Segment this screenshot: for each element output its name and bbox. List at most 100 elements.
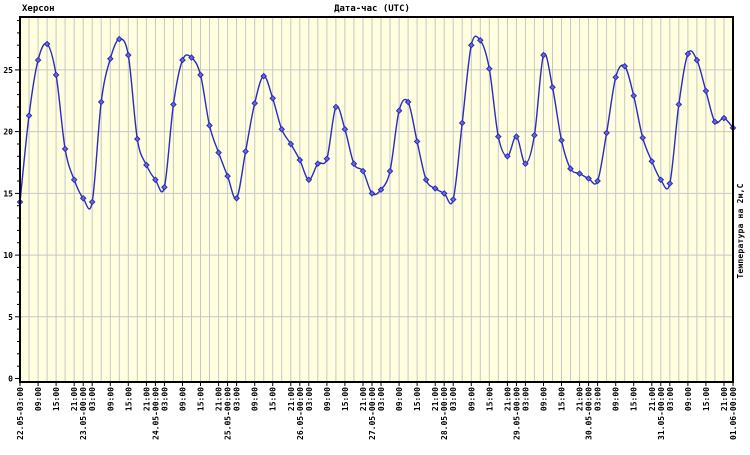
data-point-marker [332,103,340,111]
data-point-marker [440,190,448,197]
x-tick-label: 15:00 [702,387,711,411]
data-point-marker [314,160,322,168]
x-tick-label: 09:00 [179,387,188,411]
x-tick-label: 22.05-03:00 [16,387,25,440]
y-tick-label: 0 [8,375,13,384]
y-axis-title-right: Температура на 2м,C [736,183,745,278]
data-point-marker [70,176,78,184]
x-tick-label: 09:00 [251,387,260,411]
data-point-marker [251,99,259,107]
data-point-marker [413,138,421,145]
x-tick-label: 21:00 [648,387,657,411]
x-tick-label: 26.05-00:00 [296,387,305,440]
data-point-marker [711,118,719,126]
data-point-marker [513,133,520,140]
data-point-marker [422,176,430,184]
x-tick-label: 21:00 [70,387,79,411]
x-tick-label: 15:00 [558,387,567,411]
y-tick-label: 15 [3,189,13,198]
data-point-marker [458,119,466,127]
plot-background [20,17,733,382]
data-point-marker [278,125,286,133]
data-point-marker [233,194,240,202]
data-point-marker [648,157,656,165]
data-point-marker [494,133,502,140]
x-tick-label: 15:00 [197,387,206,411]
data-point-marker [395,107,403,115]
data-point-marker [377,186,385,194]
data-point-markers [16,35,737,206]
data-point-marker [133,135,141,143]
y-tick-label: 25 [3,66,13,75]
x-tick-label: 21:00 [431,387,440,411]
station-title: Херсон [22,4,55,14]
x-tick-label: 15:00 [341,387,350,411]
x-tick-label: 09:00 [323,387,332,411]
x-tick-label: 09:00 [467,387,476,411]
data-point-marker [449,196,457,203]
x-tick-label: 23.05-00:00 [79,387,88,440]
data-point-marker [675,101,683,108]
data-point-marker [603,129,610,137]
data-point-marker [197,71,204,79]
axis-tick-marks [15,20,734,386]
x-tick-label: 09:00 [612,387,621,411]
data-point-marker [639,134,647,142]
data-point-marker [576,170,583,177]
data-point-marker [341,125,349,133]
data-point-marker [702,87,710,95]
x-tick-label: 15:00 [630,387,639,411]
data-point-marker [43,40,51,48]
data-point-marker [666,180,674,187]
data-point-marker [143,161,150,169]
data-point-marker [720,114,728,122]
x-tick-label: 21:00 [359,387,368,411]
data-point-marker [386,167,394,175]
plot-frame [19,16,734,383]
data-point-marker [161,183,168,191]
data-point-marker [467,41,475,49]
data-point-marker [52,71,60,79]
data-point-marker [350,160,358,168]
data-point-marker [522,160,529,168]
data-point-marker [549,83,556,91]
x-axis-title: Дата-час (UTC) [334,4,410,14]
data-point-marker [34,56,42,64]
data-point-marker [594,177,601,185]
x-tick-label: 09:00 [106,387,115,411]
x-tick-label: 03:00 [160,387,169,411]
x-tick-label: 03:00 [521,387,530,411]
x-tick-label: 21:00 [287,387,296,411]
data-point-marker [215,149,222,156]
x-tick-label: 15:00 [124,387,133,411]
data-point-marker [124,51,132,59]
y-axis-labels: 0 5 10 15 20 25 [3,66,13,384]
x-tick-label: 09:00 [540,387,549,411]
x-tick-label: 15:00 [269,387,278,411]
x-tick-label: 15:00 [485,387,494,411]
x-tick-label: 25.05-00:00 [224,387,233,440]
data-point-marker [152,176,159,184]
x-axis-labels: 22.05-03:00 09:00 15:00 21:00 23.05-00:00 03:… [16,387,738,440]
x-tick-label: 03:00 [305,387,314,411]
data-point-marker [504,152,511,160]
data-point-marker [287,140,295,148]
data-point-marker [693,56,701,64]
data-point-marker [485,65,493,73]
data-point-marker [585,175,592,182]
y-tick-label: 10 [3,251,13,260]
x-tick-label: 29.05-00:00 [512,387,521,440]
x-tick-label: 21:00 [142,387,151,411]
data-point-marker [657,176,665,184]
data-point-marker [431,185,439,192]
x-tick-label: 27.05-00:00 [368,387,377,440]
x-tick-label: 21:00 [503,387,512,411]
data-point-marker [621,62,629,70]
x-tick-label: 03:00 [88,387,97,411]
y-tick-label: 5 [8,313,13,322]
x-tick-label: 03:00 [666,387,675,411]
data-point-marker [368,190,376,197]
data-point-marker [558,136,565,144]
temperature-curve [19,35,734,210]
data-point-marker [206,122,213,129]
